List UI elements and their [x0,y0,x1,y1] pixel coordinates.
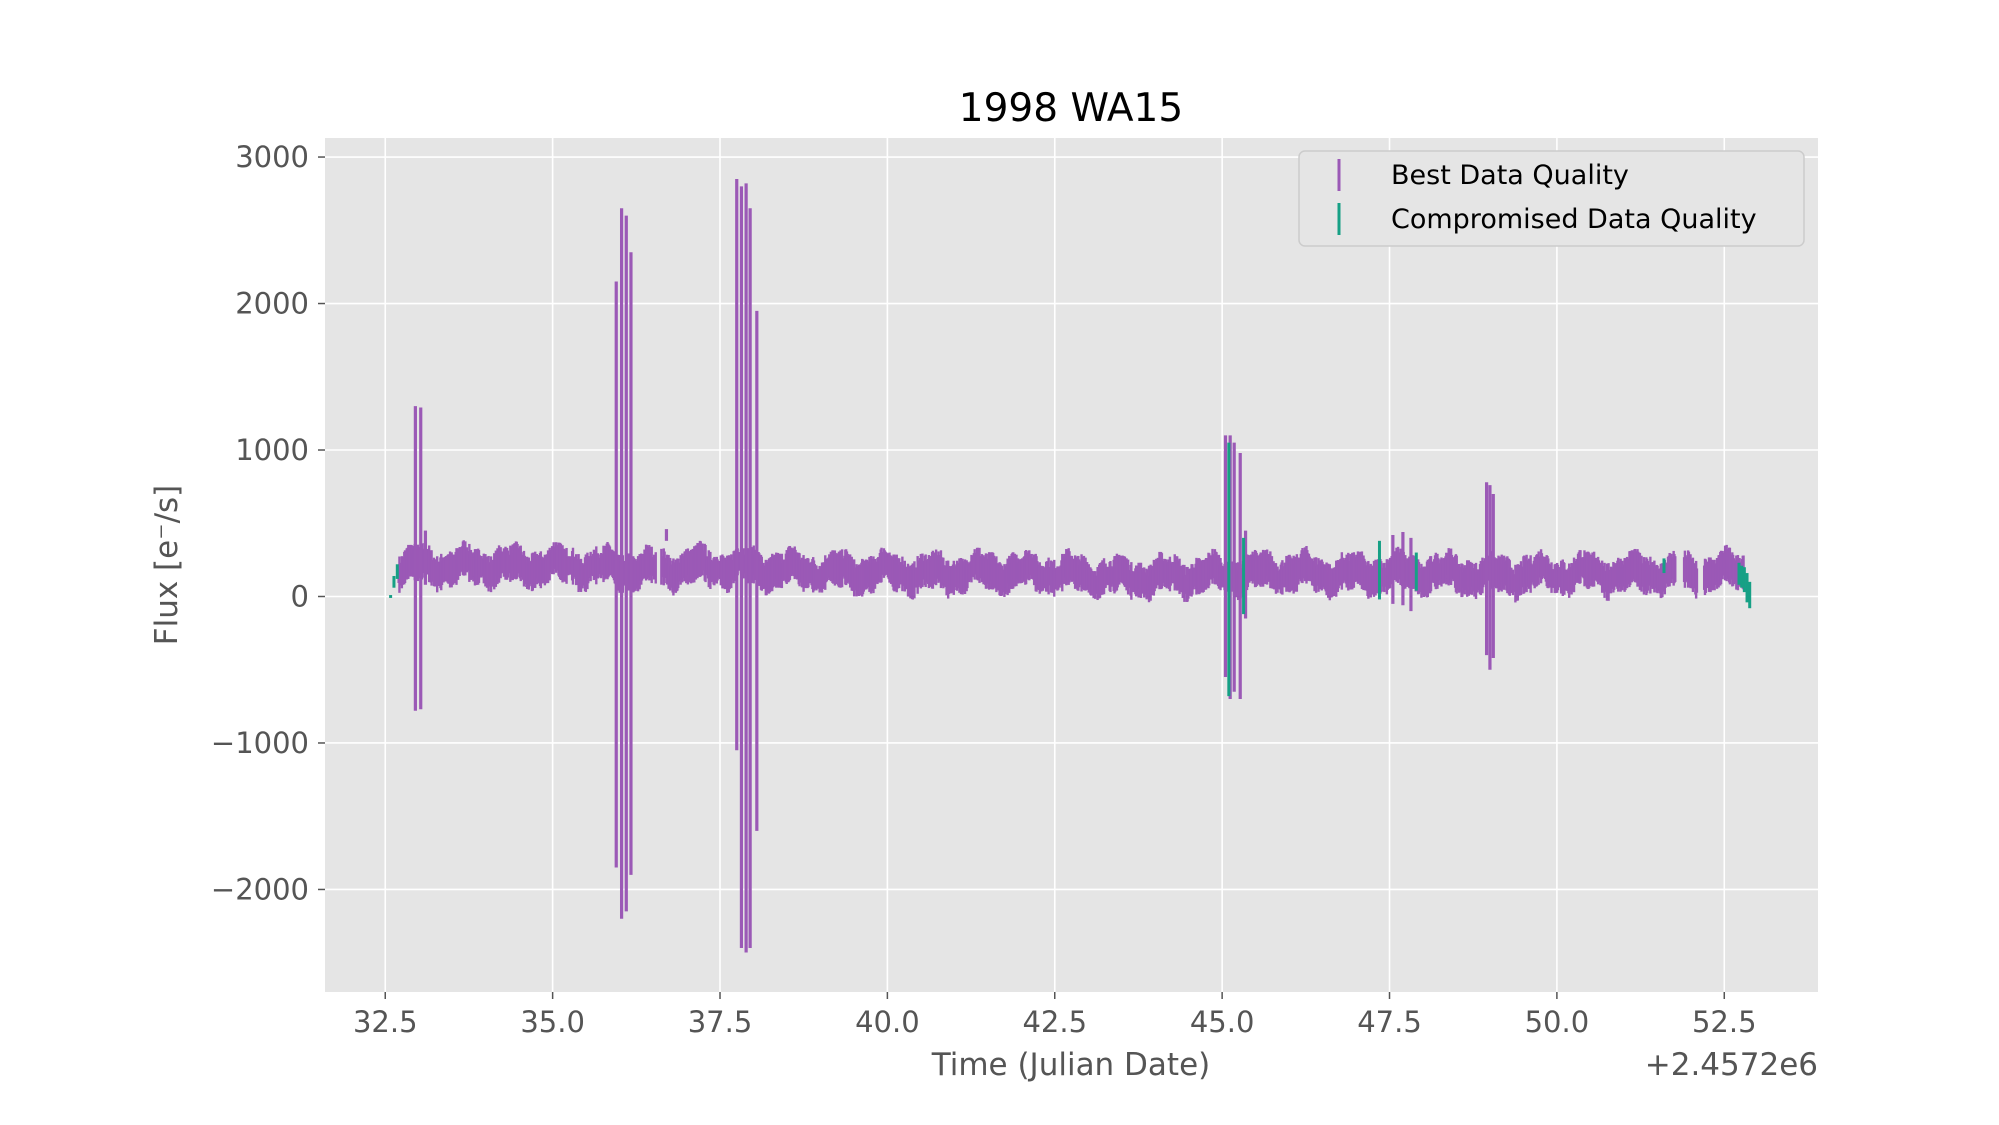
x-axis-label: Time (Julian Date) [931,1047,1211,1083]
grid [325,138,1818,992]
legend-label-best: Best Data Quality [1391,160,1629,191]
y-tick-label: 1000 [235,433,309,467]
y-tick-label: 3000 [235,140,309,174]
x-offset-label: +2.4572e6 [1645,1047,1818,1083]
x-tick-label: 50.0 [1525,1005,1590,1039]
y-tick-label: 0 [291,579,309,613]
axis-ticks: 32.5 35.0 37.5 40.0 42.5 45.0 47.5 50.0 52.5 −200… [211,140,1757,1039]
x-tick-label: 37.5 [688,1005,753,1039]
y-tick-label: 2000 [235,287,309,321]
chart-title: 1998 WA15 [959,86,1183,131]
x-tick-label: 42.5 [1022,1005,1087,1039]
y-tick-label: −1000 [211,726,309,760]
legend-label-compromised: Compromised Data Quality [1391,204,1757,235]
legend-box [1298,150,1805,247]
y-axis-label: Flux [e⁻/s] [149,485,185,646]
data-marks [389,179,1752,953]
x-tick-label: 35.0 [520,1005,585,1039]
x-tick-label: 40.0 [855,1005,920,1039]
x-tick-label: 45.0 [1190,1005,1255,1039]
x-tick-label: 32.5 [353,1005,418,1039]
x-tick-label: 52.5 [1692,1005,1757,1039]
x-tick-label: 47.5 [1357,1005,1422,1039]
legend: Best Data Quality Compromised Data Quali… [1298,150,1805,247]
y-tick-label: −2000 [211,872,309,906]
